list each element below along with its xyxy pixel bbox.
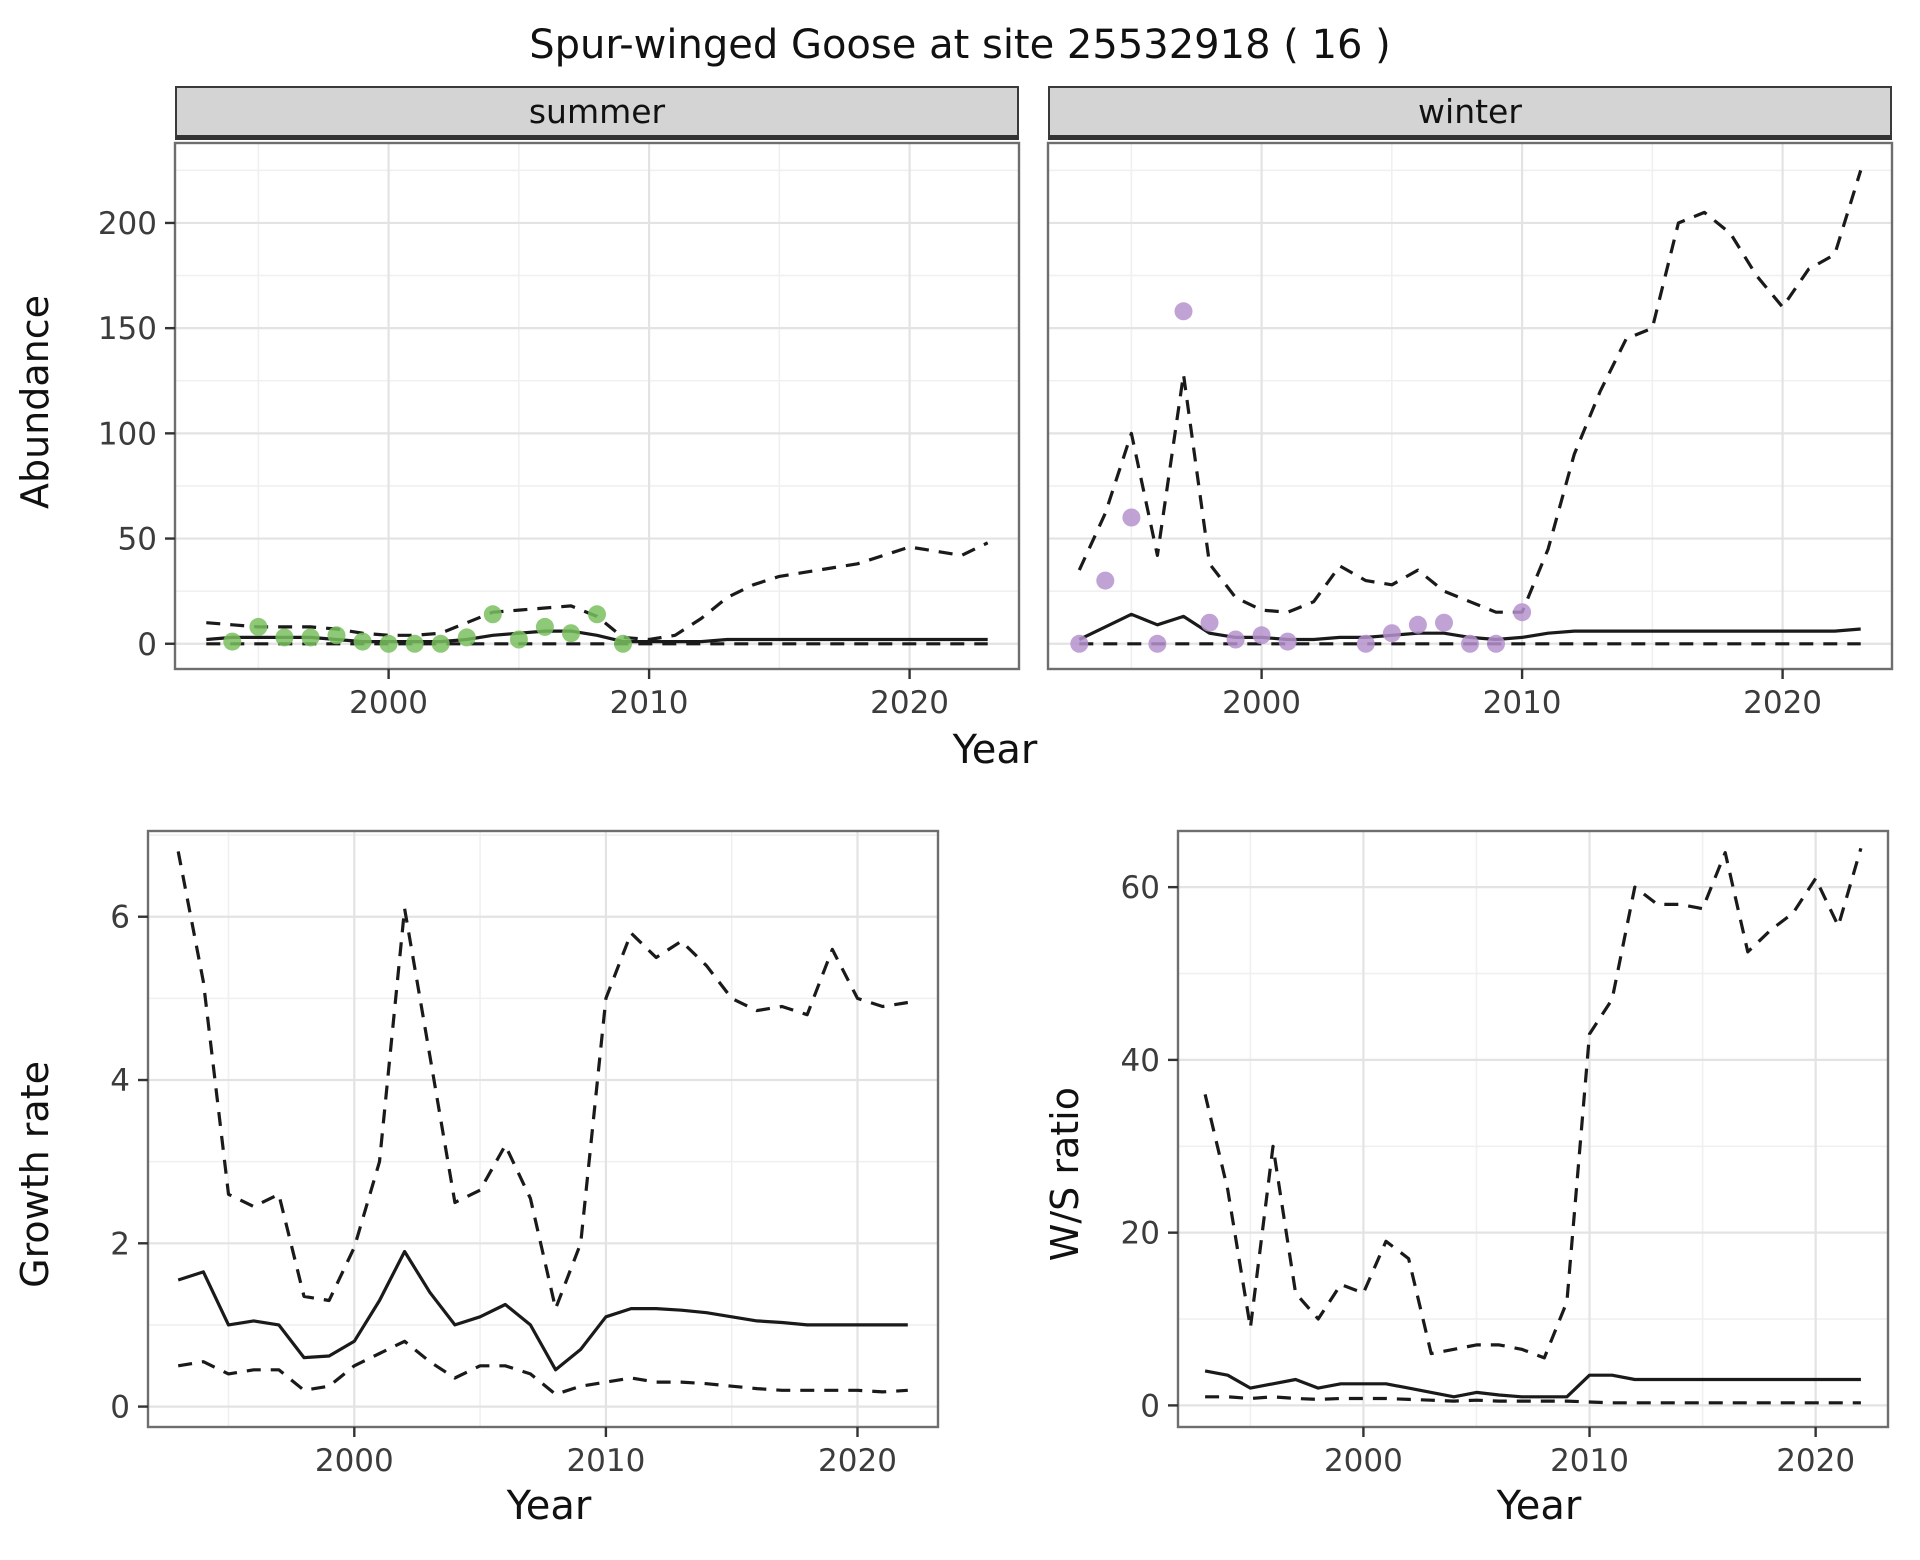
svg-text:2: 2 [110, 1226, 130, 1262]
svg-text:0: 0 [1140, 1388, 1160, 1424]
svg-text:2000: 2000 [1222, 685, 1301, 719]
abundance-y-axis-label-column: Abundance [0, 86, 70, 719]
svg-text:20: 20 [1121, 1216, 1160, 1252]
abundance-y-axis-label: Abundance [13, 295, 57, 510]
svg-text:100: 100 [98, 416, 157, 452]
growth-rate-plot: 2000 2010 2020 0 2 4 6 [110, 829, 940, 1479]
svg-text:60: 60 [1121, 870, 1160, 906]
growth-rate-y-axis-label: Growth rate [13, 1060, 57, 1288]
svg-text:2020: 2020 [870, 685, 949, 719]
svg-text:4: 4 [110, 1063, 130, 1099]
svg-text:40: 40 [1121, 1043, 1160, 1079]
ws-ratio-plot: 2000 2010 2020 0 20 40 60 [1121, 829, 1890, 1479]
facet-strip-wrap-winter: winter [1025, 86, 1900, 140]
ws-ratio-panel: W/S ratio 2000 2010 2020 0 20 40 60 Year [1030, 819, 1900, 1529]
ws-ratio-x-axis-label: Year [1496, 1483, 1582, 1529]
growth-rate-plot-body: 2000 2010 2020 0 2 4 6 Year [70, 819, 950, 1529]
svg-text:0: 0 [137, 627, 157, 663]
growth-rate-panel: Growth rate 2000 2010 2020 0 2 4 6 Year [0, 819, 950, 1529]
svg-text:2010: 2010 [566, 1443, 645, 1479]
svg-text:2000: 2000 [315, 1443, 394, 1479]
svg-text:2020: 2020 [1776, 1443, 1855, 1479]
ws-ratio-plot-body: 2000 2010 2020 0 20 40 60 Year [1100, 819, 1900, 1529]
bottom-row: Growth rate 2000 2010 2020 0 2 4 6 Year W/S ra… [0, 819, 1920, 1529]
growth-rate-y-axis-label-column: Growth rate [0, 819, 70, 1529]
svg-text:150: 150 [98, 311, 157, 347]
winter-abundance-plot: 2000 2010 2020 [1046, 141, 1894, 719]
growth-rate-x-axis-label: Year [506, 1483, 592, 1529]
summer-abundance-plot: 2000 2010 2020 0 50 100 150 200 [98, 141, 1021, 719]
svg-text:0: 0 [110, 1390, 130, 1426]
facet-strip-winter: winter [1048, 86, 1892, 140]
facet-strip-summer: summer [175, 86, 1019, 140]
facet-winter: winter 2000 2010 2020 [1025, 86, 1900, 719]
ws-ratio-y-axis-label: W/S ratio [1043, 1086, 1087, 1262]
facet-strip-wrap-summer: summer [70, 86, 1025, 140]
svg-text:2000: 2000 [349, 685, 428, 719]
svg-text:2020: 2020 [1743, 685, 1822, 719]
svg-text:50: 50 [118, 522, 157, 558]
svg-text:2010: 2010 [1483, 685, 1562, 719]
chart-title: Spur-winged Goose at site 25532918 ( 16 … [529, 22, 1391, 68]
facet-summer: summer 2000 2010 2020 0 50 100 150 200 [70, 86, 1025, 719]
abundance-facet-row: Abundance summer 2000 2010 2020 0 50 100 150 20… [0, 86, 1920, 719]
ws-ratio-y-axis-label-column: W/S ratio [1030, 819, 1100, 1529]
svg-text:2000: 2000 [1324, 1443, 1403, 1479]
svg-text:2010: 2010 [610, 685, 689, 719]
svg-text:200: 200 [98, 206, 157, 242]
svg-text:2020: 2020 [818, 1443, 897, 1479]
top-x-axis-label: Year [952, 727, 1038, 773]
svg-text:6: 6 [110, 900, 130, 936]
svg-text:2010: 2010 [1550, 1443, 1629, 1479]
